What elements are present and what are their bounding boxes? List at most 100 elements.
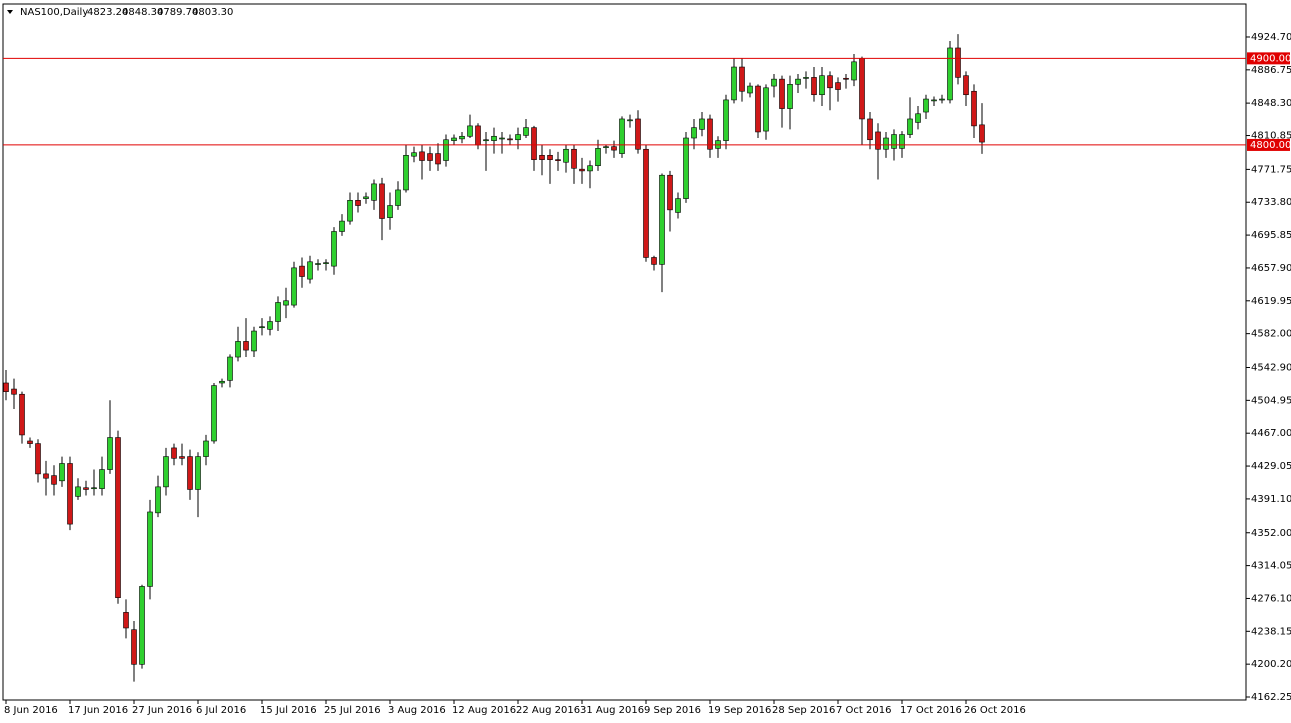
x-tick-label: 3 Aug 2016 xyxy=(388,705,446,716)
candle-body xyxy=(323,262,329,264)
candle-body xyxy=(435,153,441,165)
x-tick-label: 26 Oct 2016 xyxy=(964,705,1026,716)
y-tick-label: 4200.20 xyxy=(1251,659,1291,670)
candle-body xyxy=(947,47,953,101)
candle-body xyxy=(739,66,745,92)
candle-body xyxy=(387,205,393,218)
candle-body xyxy=(819,75,825,96)
y-tick-label: 4391.10 xyxy=(1251,494,1291,505)
candle-body xyxy=(531,127,537,160)
candle-body xyxy=(547,155,553,160)
candle-body xyxy=(771,78,777,87)
candle-body xyxy=(131,629,137,665)
candle-body xyxy=(267,321,273,330)
y-tick-label: 4276.10 xyxy=(1251,593,1291,604)
candle-body xyxy=(859,58,865,120)
candle-body xyxy=(91,487,97,490)
candle-body xyxy=(275,302,281,322)
candle-body xyxy=(899,134,905,149)
candle-body xyxy=(179,456,185,459)
x-tick-label: 9 Sep 2016 xyxy=(644,705,701,716)
x-tick-label: 22 Aug 2016 xyxy=(516,705,580,716)
candle-body xyxy=(675,198,681,213)
candle-body xyxy=(11,388,17,395)
candle-body xyxy=(227,356,233,381)
candle-body xyxy=(371,183,377,201)
candle-body xyxy=(331,231,337,267)
y-tick-label: 4504.95 xyxy=(1251,395,1291,406)
x-tick-label: 12 Aug 2016 xyxy=(452,705,516,716)
candle-body xyxy=(251,330,257,352)
candle-body xyxy=(379,183,385,219)
candle-body xyxy=(555,159,561,161)
x-tick-label: 15 Jul 2016 xyxy=(260,705,317,716)
y-tick-label: 4429.05 xyxy=(1251,461,1291,472)
candle-body xyxy=(451,137,457,141)
candle-body xyxy=(747,85,753,94)
candle-body xyxy=(315,263,321,265)
y-tick-label: 4582.00 xyxy=(1251,329,1291,340)
candle-body xyxy=(891,134,897,149)
x-tick-label: 19 Sep 2016 xyxy=(708,705,771,716)
candle-body xyxy=(459,135,465,140)
candle-body xyxy=(395,189,401,206)
y-tick-label: 4733.80 xyxy=(1251,197,1291,208)
candle-body xyxy=(811,77,817,96)
y-tick-label: 4924.70 xyxy=(1251,32,1291,43)
plot-frame xyxy=(2,3,1247,701)
level-label: 4800.00 xyxy=(1250,140,1291,151)
candle-body xyxy=(971,90,977,127)
candle-body xyxy=(755,85,761,133)
candle-body xyxy=(59,463,65,482)
candle-body xyxy=(475,125,481,146)
candle-body xyxy=(171,447,177,459)
candle-body xyxy=(83,487,89,490)
candle-body xyxy=(635,118,641,150)
y-tick-label: 4695.85 xyxy=(1251,230,1291,241)
candle-body xyxy=(867,118,873,141)
candle-body xyxy=(27,440,33,444)
candle-body xyxy=(99,469,105,489)
candle-body xyxy=(795,78,801,85)
candle-body xyxy=(123,612,129,629)
candle-body xyxy=(907,118,913,135)
candle-body xyxy=(827,75,833,89)
candle-body xyxy=(355,200,361,206)
header-value: 4789.70 xyxy=(157,7,198,18)
candle-body xyxy=(3,382,9,392)
x-tick-label: 17 Oct 2016 xyxy=(900,705,962,716)
level-tag xyxy=(1247,52,1290,65)
candle-body xyxy=(659,174,665,265)
candle-body xyxy=(523,127,529,136)
candle-body xyxy=(403,155,409,191)
header-value: 4803.30 xyxy=(192,7,233,18)
candle-body xyxy=(307,261,313,280)
candle-body xyxy=(875,131,881,150)
x-tick-label: 17 Jun 2016 xyxy=(68,705,128,716)
y-tick-label: 4352.00 xyxy=(1251,528,1291,539)
candle-body xyxy=(339,220,345,232)
candle-body xyxy=(67,463,73,525)
candle-body xyxy=(147,511,153,587)
candle-body xyxy=(563,148,569,163)
y-tick-label: 4810.85 xyxy=(1251,131,1291,142)
candle-body xyxy=(923,98,929,113)
y-tick-label: 4848.30 xyxy=(1251,98,1291,109)
candle-body xyxy=(283,300,289,306)
candle-body xyxy=(763,87,769,132)
candle-body xyxy=(507,138,513,141)
candle-body xyxy=(411,152,417,157)
candle-body xyxy=(683,137,689,199)
candle-body xyxy=(963,75,969,96)
candle-body xyxy=(939,98,945,101)
candle-body xyxy=(243,341,249,351)
candle-body xyxy=(419,151,425,161)
y-tick-label: 4771.75 xyxy=(1251,164,1291,175)
y-tick-label: 4162.25 xyxy=(1251,692,1291,703)
candle-body xyxy=(203,440,209,457)
candle-body xyxy=(931,99,937,102)
candle-body xyxy=(467,125,473,137)
y-tick-label: 4886.75 xyxy=(1251,65,1291,76)
candle-body xyxy=(915,113,921,123)
candle-body xyxy=(427,153,433,161)
